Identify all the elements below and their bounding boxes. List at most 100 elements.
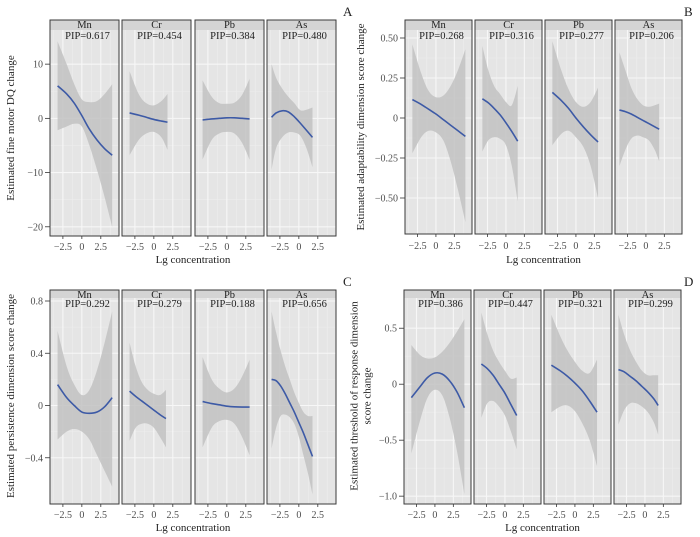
facet-strip-label: Cr (503, 20, 514, 31)
x-tick-label: 0 (642, 510, 647, 521)
facet-border (266, 19, 337, 237)
facet-strip (404, 290, 471, 298)
y-tick-label: −0.4 (25, 453, 43, 464)
facet-border (403, 289, 472, 505)
x-axis-title: Lg concentration (505, 522, 580, 534)
facet-strip-label: Pb (224, 290, 235, 301)
pip-annotation: PIP=0.617 (65, 31, 110, 42)
fit-line (129, 112, 168, 123)
confidence-ribbon (411, 319, 465, 494)
facet-strip-label: As (642, 290, 654, 301)
x-tick-label: −2.5 (547, 510, 565, 521)
facet-strip (50, 20, 119, 30)
facet-strip-label: Pb (572, 290, 583, 301)
facet-strip-label: Mn (77, 290, 92, 301)
panel-b: B Estimated adaptability dimension score … (355, 4, 693, 266)
facet-strip (474, 290, 541, 298)
x-axis-title: Lg concentration (506, 254, 581, 266)
confidence-ribbon (271, 311, 313, 495)
facet-strip-label: Cr (151, 290, 162, 301)
x-tick-label: 0 (224, 510, 229, 521)
x-tick-label: 0 (224, 242, 229, 253)
fit-line (480, 363, 518, 416)
confidence-ribbon (481, 312, 517, 450)
y-axis-title: score change (362, 367, 374, 424)
confidence-ribbon (619, 52, 660, 166)
x-axis-title: Lg concentration (156, 254, 231, 266)
pip-annotation: PIP=0.279 (137, 299, 182, 310)
fit-line (481, 98, 519, 142)
x-tick-label: 2.5 (312, 242, 325, 253)
pip-annotation: PIP=0.480 (282, 31, 327, 42)
panel-letter: B (684, 4, 693, 19)
facet-strip-label: As (296, 290, 308, 301)
facet-strip-label: Mn (431, 20, 446, 31)
x-tick-label: −2.5 (199, 510, 217, 521)
facet-strip (615, 20, 682, 30)
confidence-ribbon (57, 41, 113, 227)
facet-border (544, 19, 613, 235)
x-tick-label: −2.5 (618, 241, 636, 252)
panel-d: D Estimated threshold of response dimensi… (349, 274, 694, 534)
confidence-ribbon (57, 311, 113, 487)
facet-strip-label: Pb (224, 20, 235, 31)
x-tick-label: −2.5 (548, 241, 566, 252)
y-tick-label: 10 (33, 60, 43, 71)
fit-line (270, 109, 314, 138)
x-tick-label: 2.5 (167, 510, 180, 521)
confidence-ribbon (618, 314, 659, 435)
confidence-ribbon (412, 44, 466, 223)
facet-border (49, 289, 120, 505)
fit-line (57, 85, 113, 156)
fit-line (56, 384, 113, 415)
facet-border (121, 19, 192, 237)
x-tick-label: 0 (296, 242, 301, 253)
facet-strip (267, 290, 336, 298)
fit-line (550, 364, 598, 413)
pip-annotation: PIP=0.206 (629, 31, 674, 42)
y-tick-label: −1.0 (379, 492, 397, 503)
facet-border (266, 289, 337, 505)
panel-letter: A (343, 4, 353, 19)
confidence-ribbon (129, 71, 168, 156)
pip-annotation: PIP=0.386 (418, 299, 463, 310)
x-tick-label: 2.5 (588, 241, 601, 252)
facet-strip (545, 20, 612, 30)
facet-border (474, 19, 543, 235)
x-tick-label: 0 (79, 510, 84, 521)
y-axis-title: Estimated persistence dimension score ch… (5, 294, 17, 498)
facet-border (194, 19, 265, 237)
confidence-ribbon (202, 78, 250, 160)
facet-strip (195, 290, 264, 298)
y-axis-title: Estimated fine motor DQ change (5, 55, 17, 201)
facet-strip (122, 290, 191, 298)
facet-strip (122, 20, 191, 30)
fit-line (619, 109, 660, 130)
x-tick-label: 2.5 (240, 242, 253, 253)
x-tick-label: −2.5 (54, 510, 72, 521)
facet-strip (195, 20, 264, 30)
y-tick-label: 0 (38, 114, 43, 125)
fit-line (129, 390, 167, 420)
pip-annotation: PIP=0.321 (558, 299, 603, 310)
x-tick-label: 0 (503, 241, 508, 252)
x-tick-label: 0 (643, 241, 648, 252)
x-tick-label: 0 (151, 510, 156, 521)
facet-strip-label: Cr (502, 290, 513, 301)
facet-border (404, 19, 473, 235)
x-tick-label: −2.5 (617, 510, 635, 521)
pip-annotation: PIP=0.292 (65, 299, 110, 310)
y-tick-label: 0.50 (381, 34, 399, 45)
facet-strip (544, 290, 611, 298)
facet-strip-label: Mn (77, 20, 92, 31)
x-tick-label: 2.5 (658, 241, 671, 252)
fit-line (202, 116, 250, 121)
